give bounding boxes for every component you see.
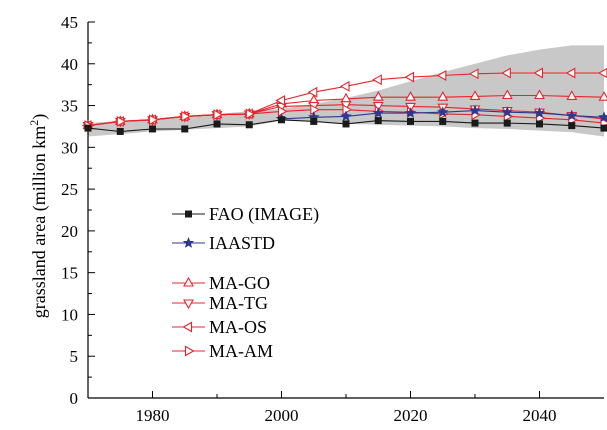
x-tick-label: 2040 [523, 406, 557, 425]
data-point [568, 122, 576, 130]
data-point [310, 104, 320, 116]
legend-item: IAASTD [172, 233, 275, 253]
data-point [308, 111, 320, 123]
data-point [372, 107, 384, 118]
legend-item: FAO (IMAGE) [172, 204, 319, 225]
data-point [503, 119, 511, 127]
data-point [501, 67, 511, 79]
legend-label: MA-GO [209, 273, 270, 293]
data-point [469, 104, 481, 116]
data-point [501, 106, 513, 118]
legend-label: MA-AM [209, 341, 273, 361]
legend-label: IAASTD [209, 233, 275, 253]
data-point [598, 111, 607, 123]
legend-label: FAO (IMAGE) [209, 204, 319, 225]
x-tick-label: 2000 [265, 406, 299, 425]
y-tick-label: 30 [61, 138, 78, 157]
data-point [565, 67, 576, 79]
data-point [245, 108, 256, 120]
data-point [278, 116, 285, 124]
x-tick-label: 1980 [136, 406, 170, 425]
data-point [469, 90, 481, 100]
y-tick-label: 5 [70, 347, 79, 366]
axes: 0 5 10 15 20 25 30 35 40 45 1980 2000 2020 2040 [61, 13, 604, 425]
legend-item: MA-AM [172, 341, 273, 361]
data-point [404, 71, 415, 83]
data-point [533, 67, 544, 79]
data-point [437, 91, 449, 101]
data-point [277, 105, 288, 117]
data-point [339, 80, 350, 92]
y-tick-label: 0 [70, 389, 79, 408]
data-point [437, 106, 449, 118]
x-tick-label: 2020 [394, 406, 428, 425]
y-tick-label: 35 [61, 97, 78, 116]
data-point [149, 125, 156, 133]
legend-marker [185, 210, 192, 218]
legend-marker [183, 299, 194, 310]
data-point [436, 70, 447, 81]
data-point [468, 68, 479, 80]
data-point [566, 90, 578, 100]
data-point [600, 124, 607, 132]
data-point [116, 127, 124, 135]
data-point [404, 107, 417, 118]
data-point [275, 95, 286, 106]
legend-marker [182, 237, 195, 248]
data-point [310, 117, 318, 125]
y-axis-title-main: grassland area (million km [29, 126, 50, 318]
data-point [598, 91, 607, 101]
data-point [213, 109, 224, 121]
legend-label: MA-TG [209, 293, 268, 313]
legend-marker [184, 345, 195, 357]
data-point [536, 120, 543, 128]
data-point [245, 121, 253, 129]
data-point [213, 120, 221, 128]
y-tick-label: 40 [61, 55, 78, 74]
data-point [405, 91, 416, 101]
data-point [471, 119, 479, 127]
series-fao-image [84, 116, 607, 135]
legend-item: MA-OS [172, 317, 267, 337]
data-point [340, 110, 352, 122]
legend-item: MA-GO [172, 273, 270, 293]
legend-marker [183, 276, 194, 287]
data-point [307, 86, 318, 98]
data-point [181, 125, 189, 133]
data-point [407, 117, 414, 125]
y-tick-label: 45 [61, 13, 78, 32]
data-point [372, 91, 384, 101]
y-tick-label: 20 [61, 222, 78, 241]
y-axis-title: grassland area (million km2) [27, 114, 50, 318]
data-point [374, 117, 382, 125]
data-point [533, 107, 546, 118]
series-layer [81, 67, 607, 135]
data-point [372, 102, 384, 112]
data-point [597, 67, 607, 79]
y-tick-label: 10 [61, 305, 78, 324]
data-point [181, 110, 191, 122]
data-point [566, 109, 578, 121]
legend-item: MA-TG [172, 293, 268, 313]
data-point [372, 74, 382, 86]
y-axis-title-end: ) [29, 114, 50, 120]
data-point [501, 89, 513, 100]
y-tick-label: 25 [61, 180, 78, 199]
data-point [84, 124, 92, 132]
data-point [148, 114, 159, 126]
data-point [116, 115, 127, 127]
y-tick-label: 15 [61, 264, 78, 283]
legend-label: MA-OS [209, 317, 267, 337]
data-point [439, 117, 447, 125]
legend-marker [182, 321, 193, 333]
y-axis-title-sup: 2 [27, 120, 41, 126]
data-point [342, 120, 350, 128]
data-point [534, 89, 545, 100]
data-point [342, 104, 353, 116]
